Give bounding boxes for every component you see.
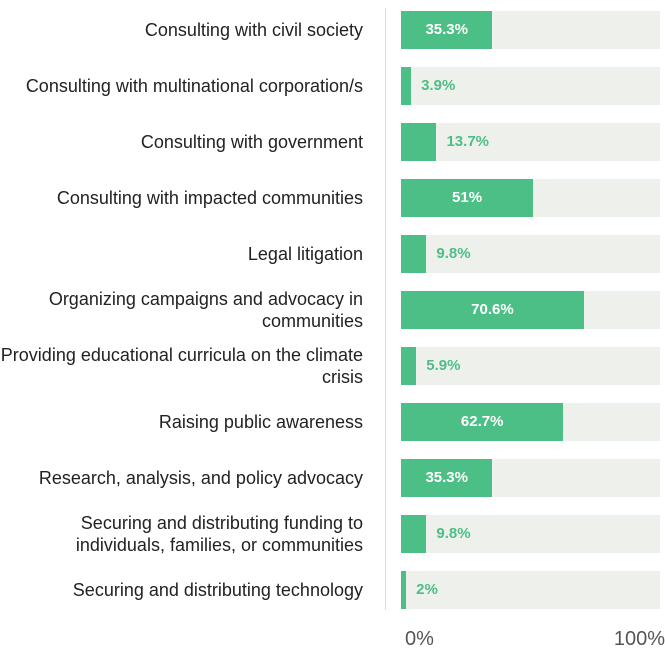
category-label: Securing and distributing funding to ind… <box>75 513 363 555</box>
value-label: 13.7% <box>446 133 490 150</box>
value-label: 3.9% <box>421 77 456 94</box>
bar-track <box>401 235 660 273</box>
bar <box>401 179 534 217</box>
value-label: 2% <box>416 581 438 598</box>
category-label: Providing educational curricula on the c… <box>0 345 363 387</box>
category-label: Consulting with multinational corporatio… <box>25 76 363 96</box>
x-tick-label: 0% <box>405 628 434 650</box>
value-label: 35.3% <box>425 469 468 486</box>
category-label: Consulting with government <box>140 132 363 152</box>
value-label: 70.6% <box>471 301 514 318</box>
category-label: Consulting with impacted communities <box>56 188 363 208</box>
category-label: Consulting with civil society <box>144 20 363 40</box>
category-label: Raising public awareness <box>158 412 363 432</box>
bar <box>401 515 427 553</box>
bar-track <box>401 123 660 161</box>
category-label: Research, analysis, and policy advocacy <box>38 468 363 488</box>
bar-track <box>401 571 660 609</box>
axis-line <box>385 8 386 610</box>
bar <box>401 11 493 49</box>
category-label: Organizing campaigns and advocacy in com… <box>48 289 363 331</box>
bar <box>401 459 493 497</box>
bar <box>401 67 412 105</box>
bar <box>401 347 417 385</box>
bar <box>401 403 564 441</box>
bar <box>401 291 584 329</box>
value-label: 9.8% <box>436 245 471 262</box>
category-label: Legal litigation <box>247 244 363 264</box>
bar <box>401 123 437 161</box>
bar-track <box>401 515 660 553</box>
value-label: 35.3% <box>425 21 468 38</box>
bar <box>401 571 407 609</box>
value-label: 5.9% <box>426 357 461 374</box>
value-label: 62.7% <box>460 413 504 430</box>
bar-track <box>401 67 660 105</box>
bar <box>401 235 427 273</box>
bar-track <box>401 347 660 385</box>
value-label: 9.8% <box>436 525 471 542</box>
x-tick-label: 100% <box>613 628 665 650</box>
category-label: Securing and distributing technology <box>72 580 363 600</box>
value-label: 51% <box>452 189 483 206</box>
